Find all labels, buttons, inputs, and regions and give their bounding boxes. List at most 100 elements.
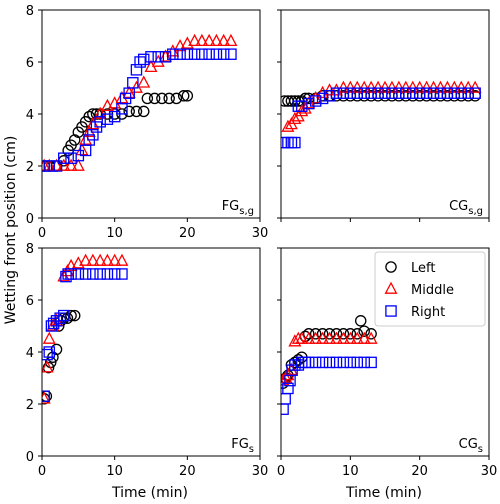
data-point-right [58, 309, 70, 322]
plot-frame [280, 9, 490, 219]
data-point-left [337, 328, 350, 340]
y-tick-label: 2 [26, 398, 34, 413]
data-point-left [302, 328, 315, 340]
data-point-middle [350, 331, 364, 344]
data-point-middle [392, 80, 406, 93]
data-point-left [130, 105, 143, 118]
data-point-middle [188, 33, 202, 47]
x-tick-label: 30 [481, 464, 498, 479]
data-point-middle [137, 75, 151, 88]
y-tick-label: 8 [26, 242, 34, 257]
data-point-right [413, 87, 426, 99]
data-point-right [159, 51, 172, 63]
data-point-right [54, 312, 66, 324]
data-point-right [337, 356, 350, 369]
data-point-right [323, 90, 336, 102]
data-point-right [152, 51, 165, 63]
data-point-right [127, 77, 139, 89]
panel-label-sub: s [249, 444, 254, 455]
data-point-left [68, 309, 81, 322]
y-tick-label: 6 [26, 56, 34, 71]
panel-top-right: CGs,g [277, 9, 490, 222]
data-point-left [148, 92, 161, 105]
data-point-middle [284, 362, 298, 376]
data-point-middle [357, 80, 371, 93]
panel-bottom-left: 0 10 20 30 0 2 4 6 8 FGs [26, 242, 269, 479]
data-point-right [217, 48, 230, 60]
data-point-right [351, 87, 364, 99]
data-point-middle [350, 80, 364, 93]
data-point-right [400, 87, 412, 99]
data-point-middle [42, 360, 54, 373]
data-point-right [42, 348, 53, 361]
data-point-right [434, 87, 447, 99]
data-point-middle [440, 80, 454, 93]
data-point-right [42, 390, 50, 402]
data-point-middle [316, 331, 330, 344]
data-point-middle [427, 80, 441, 93]
panel-label-main: CG [449, 199, 468, 214]
data-point-middle [295, 331, 309, 344]
series-right [281, 356, 377, 415]
data-point-left [330, 328, 343, 340]
data-point-right [316, 92, 329, 105]
data-point-middle [336, 331, 350, 344]
data-point-middle [93, 253, 107, 266]
data-point-right [316, 356, 329, 369]
data-point-left [365, 328, 377, 340]
series-middle [281, 331, 378, 386]
data-point-right [351, 356, 364, 369]
data-point-middle [108, 253, 122, 266]
legend-label-left: Left [411, 261, 435, 276]
data-point-right [225, 48, 237, 60]
data-point-right [309, 356, 322, 369]
data-point-right [344, 87, 357, 99]
data-point-middle [64, 158, 78, 171]
x-axis-title-left: Time (min) [111, 485, 188, 501]
data-point-right [358, 356, 370, 369]
y-tick-label: 0 [26, 450, 34, 465]
data-point-right [455, 87, 468, 99]
data-point-right [337, 87, 350, 99]
data-point-right [108, 110, 121, 123]
data-point-right [108, 268, 121, 280]
data-point-left [351, 328, 364, 340]
data-point-right [323, 356, 336, 369]
panel-label-main: FG [222, 199, 240, 214]
data-point-left [323, 328, 336, 340]
data-point-middle [115, 253, 129, 266]
data-point-right [203, 48, 215, 60]
data-point-right [87, 129, 99, 141]
legend-marker-right [385, 305, 397, 317]
data-point-right [281, 393, 291, 405]
y-tick-label: 4 [26, 108, 34, 123]
y-tick-label: 4 [26, 346, 34, 361]
data-point-middle [224, 33, 238, 47]
data-point-right [344, 356, 357, 369]
data-point-middle [336, 80, 350, 93]
data-point-right [448, 87, 461, 99]
data-point-right [134, 56, 146, 68]
data-point-middle [385, 80, 399, 93]
data-point-right [116, 268, 128, 280]
data-point-left [65, 309, 77, 322]
x-tick-label: 20 [179, 226, 196, 241]
x-tick-label: 10 [106, 226, 123, 241]
x-tick-label: 20 [179, 464, 196, 479]
data-point-right [43, 160, 56, 172]
data-point-right [302, 97, 315, 110]
x-tick-label: 0 [277, 464, 285, 479]
panel-label: CGs,g [449, 199, 483, 217]
data-point-right [469, 87, 481, 99]
data-point-right [130, 64, 143, 76]
data-point-middle [420, 80, 434, 93]
data-point-right [94, 116, 106, 128]
data-point-middle [281, 119, 295, 132]
x-tick-label: 0 [38, 464, 46, 479]
data-point-left [170, 92, 183, 105]
series-right [42, 268, 128, 402]
y-tick-label: 0 [26, 212, 34, 227]
data-point-right [137, 53, 150, 66]
